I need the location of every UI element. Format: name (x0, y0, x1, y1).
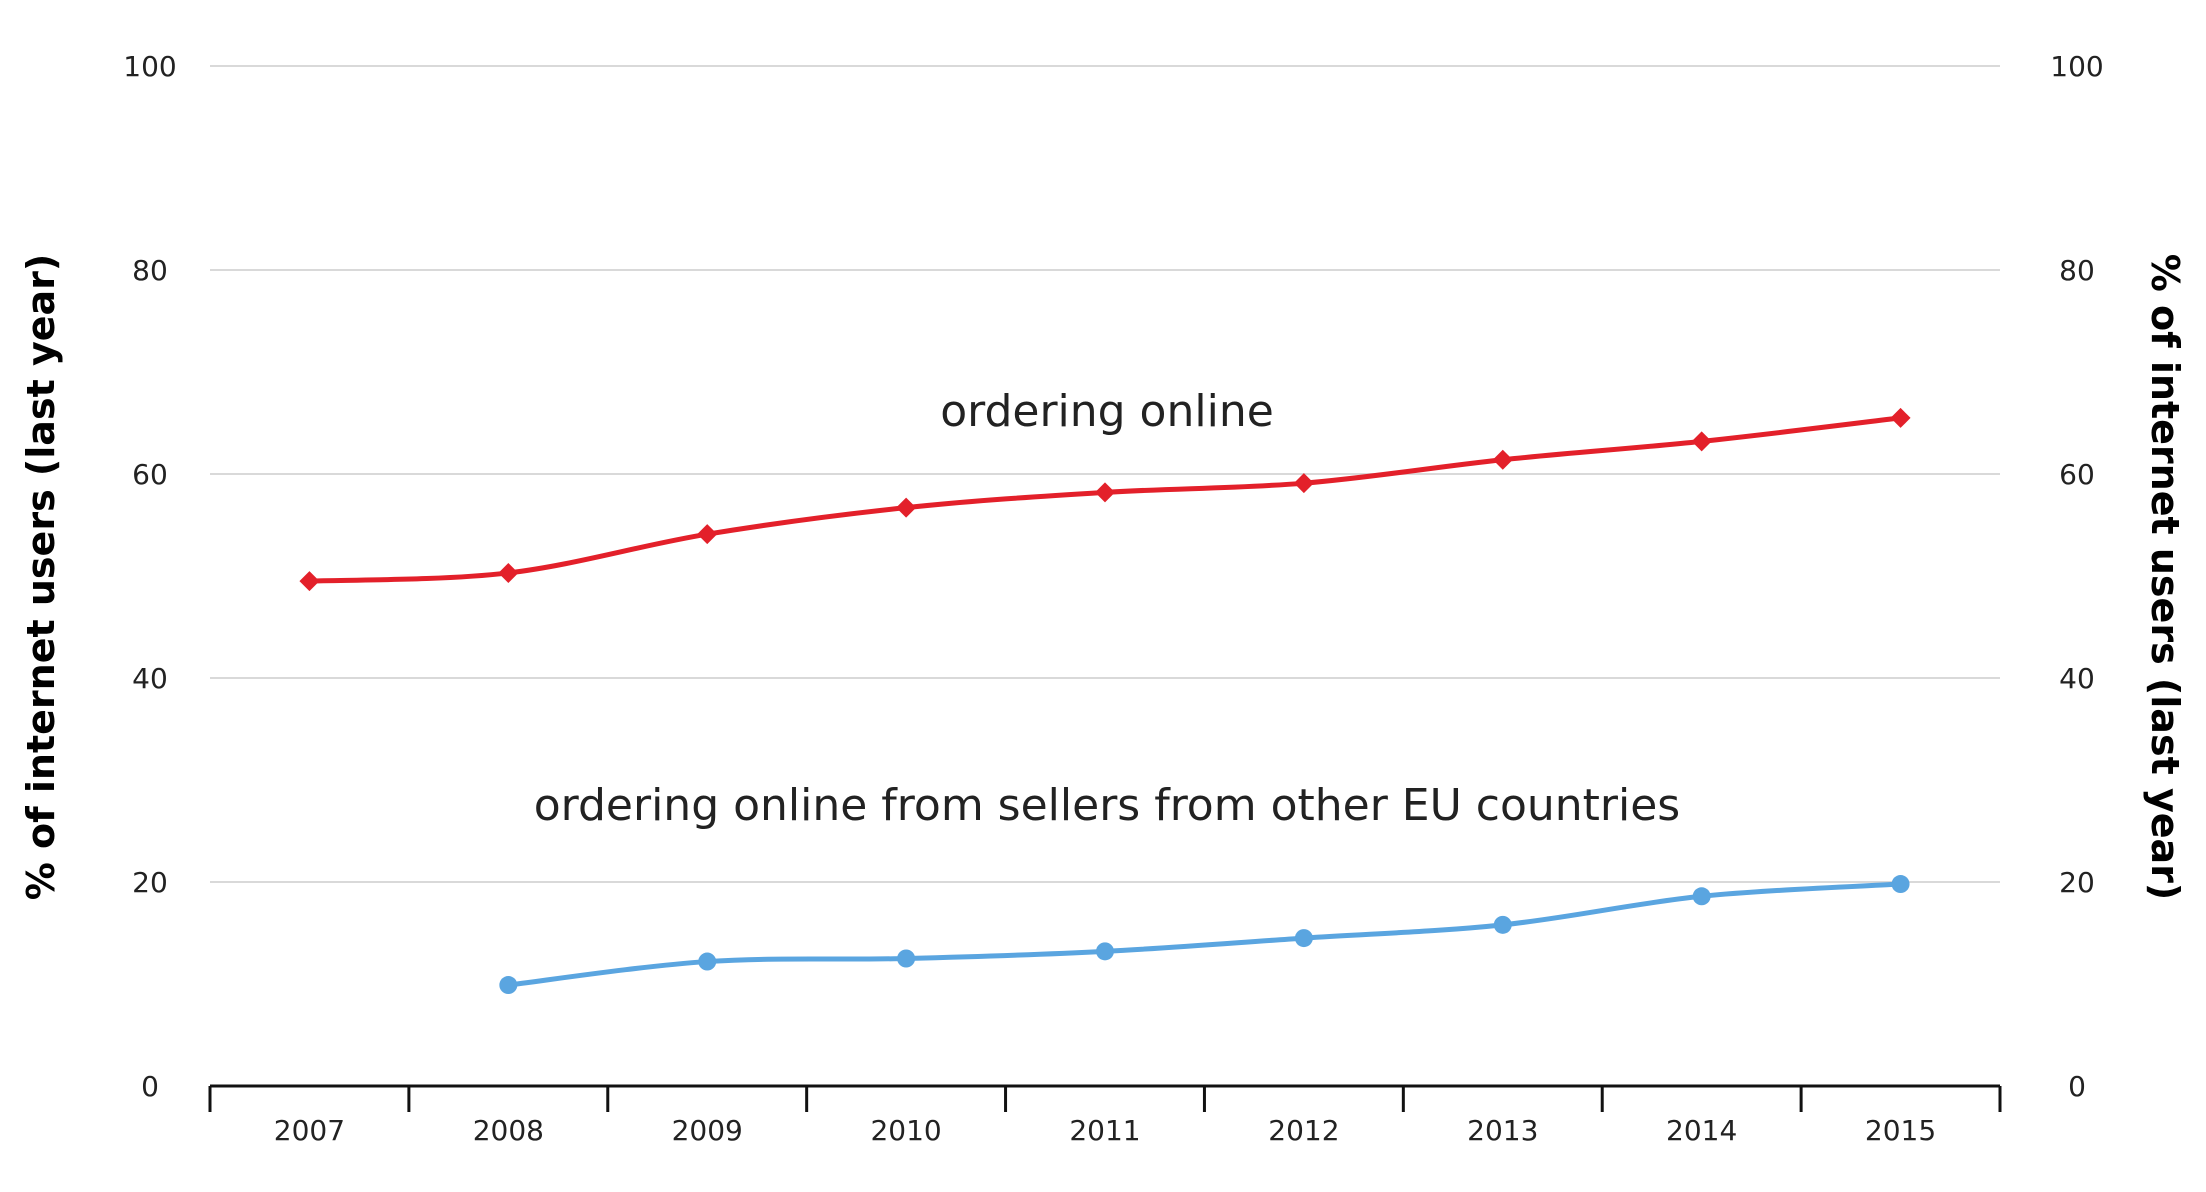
series-1-point-2009 (698, 952, 717, 971)
y-tick-label-right-60: 60 (2059, 458, 2095, 491)
y-tick-label-right-0: 0 (2068, 1070, 2086, 1103)
series-1 (499, 875, 1910, 995)
x-axis: 2007 2008 2009 2010 2011 2012 2013 2014 2015 (208, 1084, 2002, 1147)
x-tick-label-2014: 2014 (1666, 1114, 1737, 1147)
y-tick-label-right-100: 100 (2050, 50, 2103, 83)
x-tick-label-2015: 2015 (1865, 1114, 1936, 1147)
series-0-point-2015 (1890, 407, 1911, 428)
x-tick-label-2010: 2010 (870, 1114, 941, 1147)
y-tick-label-left-60: 60 (132, 458, 168, 491)
x-tick-label-2012: 2012 (1268, 1114, 1339, 1147)
y-tick-label-right-80: 80 (2059, 254, 2095, 287)
y-tick-label-right-20: 20 (2059, 866, 2095, 899)
y-tick-label-right-40: 40 (2059, 662, 2095, 695)
series-0-point-2009 (697, 524, 718, 545)
series-0-point-2014 (1691, 431, 1712, 452)
y-tick-label-left-100: 100 (123, 50, 176, 83)
series-annotation-ordering-online: ordering online (940, 386, 1274, 437)
y-tick-label-left-0: 0 (141, 1070, 159, 1103)
gridlines (210, 65, 2000, 883)
series-annotation-ordering-online-eu: ordering online from sellers from other … (534, 780, 1680, 831)
right-y-axis-title: % of internet users (last year) (2143, 254, 2187, 901)
x-tick-label-2008: 2008 (473, 1114, 544, 1147)
series-0-point-2010 (896, 497, 917, 518)
series-1-point-2008 (499, 976, 518, 995)
left-y-axis-ticks: 0 20 40 60 80 100 (123, 50, 176, 1103)
series-0-point-2011 (1095, 482, 1115, 503)
y-tick-label-left-20: 20 (132, 866, 168, 899)
series-line-1 (505, 881, 1904, 988)
x-tick-label-2007: 2007 (274, 1114, 345, 1147)
right-y-axis-ticks: 0 20 40 60 80 100 (2050, 50, 2103, 1103)
series-1-point-2010 (897, 949, 916, 968)
series-0-point-2007 (299, 571, 320, 592)
series-0-point-2012 (1293, 473, 1314, 494)
series-0 (299, 407, 1911, 592)
series-1-point-2012 (1294, 929, 1313, 948)
series-0-point-2013 (1492, 449, 1513, 470)
y-tick-label-left-80: 80 (132, 254, 168, 287)
series-1-point-2014 (1692, 887, 1711, 906)
series-layer (299, 407, 1911, 995)
series-1-point-2015 (1891, 875, 1910, 894)
y-tick-label-left-40: 40 (132, 662, 168, 695)
x-tick-label-2011: 2011 (1069, 1114, 1140, 1147)
left-y-axis-title: % of internet users (last year) (19, 254, 63, 901)
series-1-point-2013 (1493, 915, 1512, 934)
x-tick-label-2009: 2009 (672, 1114, 743, 1147)
series-0-point-2008 (498, 562, 519, 583)
series-1-point-2011 (1096, 942, 1114, 961)
x-tick-label-2013: 2013 (1467, 1114, 1538, 1147)
